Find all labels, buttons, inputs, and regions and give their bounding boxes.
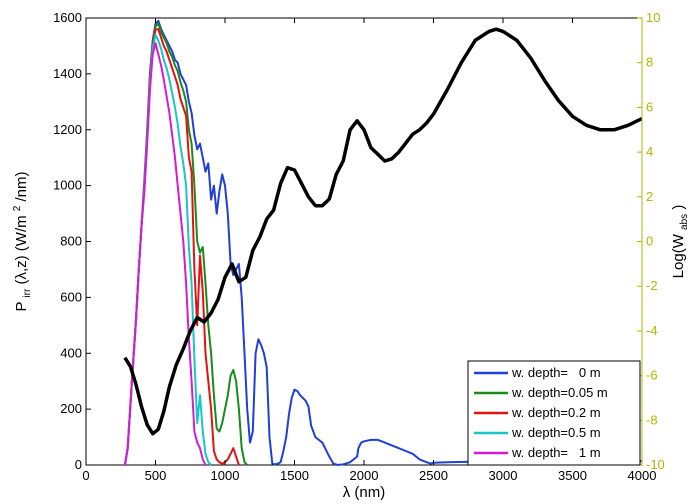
series-line-depth-0 — [123, 19, 642, 466]
x-tick-label: 1500 — [280, 468, 309, 483]
x-tick-label: 0 — [82, 468, 89, 483]
y-left-label-sub: irr — [22, 288, 33, 298]
y-left-axis-ticks: 0 200 400 600 800 1000 1200 1400 1600 — [53, 10, 91, 472]
x-tick-label: 3500 — [558, 468, 587, 483]
series-line-depth-4 — [123, 42, 207, 466]
x-tick-label: 3000 — [489, 468, 518, 483]
y-left-tick-label: 200 — [60, 401, 82, 416]
y-left-label-sup: 2 — [12, 205, 23, 211]
legend: w. depth= 0 m w. depth=0.05 m w. depth=0.2… — [467, 360, 641, 466]
y-right-label-end: ) — [670, 205, 687, 210]
y-right-tick-label: 4 — [646, 144, 653, 159]
y-right-tick-label: -4 — [646, 323, 658, 338]
y-left-tick-label: 1400 — [53, 66, 82, 81]
y-right-axis-ticks: -10 -8 -6 -4 -2 0 2 4 6 8 10 — [637, 10, 665, 472]
x-tick-label: 2000 — [350, 468, 379, 483]
y-right-tick-label: 8 — [646, 55, 653, 70]
legend-entry-label: w. depth=0.5 m — [511, 425, 601, 440]
y-right-tick-label: -10 — [646, 457, 665, 472]
legend-entry-label: w. depth= 0 m — [511, 365, 601, 380]
y-right-tick-label: -2 — [646, 278, 658, 293]
y-left-tick-label: 0 — [75, 457, 82, 472]
y-right-label-sub: abs — [679, 214, 690, 230]
x-tick-label: 1000 — [211, 468, 240, 483]
y-left-tick-label: 600 — [60, 289, 82, 304]
y-left-label-end: /nm) — [13, 171, 30, 201]
y-right-tick-label: 2 — [646, 189, 653, 204]
y-left-tick-label: 1200 — [53, 122, 82, 137]
y-left-label-rest: (λ,z) (W/m — [13, 215, 30, 284]
y-left-tick-label: 1000 — [53, 178, 82, 193]
y-right-tick-label: 10 — [646, 10, 660, 25]
x-tick-label: 2500 — [419, 468, 448, 483]
y-right-tick-label: -6 — [646, 368, 658, 383]
x-axis-label: λ (nm) — [343, 484, 386, 501]
plot-area: 0 500 1000 1500 2000 2500 3000 3500 4000 0200400… — [53, 10, 665, 483]
y-left-label-main: P — [13, 302, 30, 312]
legend-entry-label: w. depth= 1 m — [511, 445, 601, 460]
x-tick-label: 4000 — [628, 468, 657, 483]
x-tick-label: 500 — [145, 468, 167, 483]
y-right-axis-label: Log(W abs ) — [670, 205, 691, 279]
y-right-label-main: Log(W — [670, 233, 687, 278]
y-right-tick-label: 6 — [646, 99, 653, 114]
legend-entry-label: w. depth=0.05 m — [511, 385, 608, 400]
y-left-tick-label: 400 — [60, 345, 82, 360]
series-layer — [123, 19, 643, 466]
y-left-axis-label: P irr (λ,z) (W/m 2 /nm) — [7, 171, 34, 311]
series-line-log-wabs — [123, 27, 643, 436]
y-left-tick-label: 800 — [60, 234, 82, 249]
legend-entry-label: w. depth=0.2 m — [511, 405, 601, 420]
x-axis-ticks: 0 500 1000 1500 2000 2500 3000 3500 4000 — [82, 18, 656, 483]
y-right-tick-label: -8 — [646, 412, 658, 427]
y-left-tick-label: 1600 — [53, 10, 82, 25]
y-right-tick-label: 0 — [646, 234, 653, 249]
